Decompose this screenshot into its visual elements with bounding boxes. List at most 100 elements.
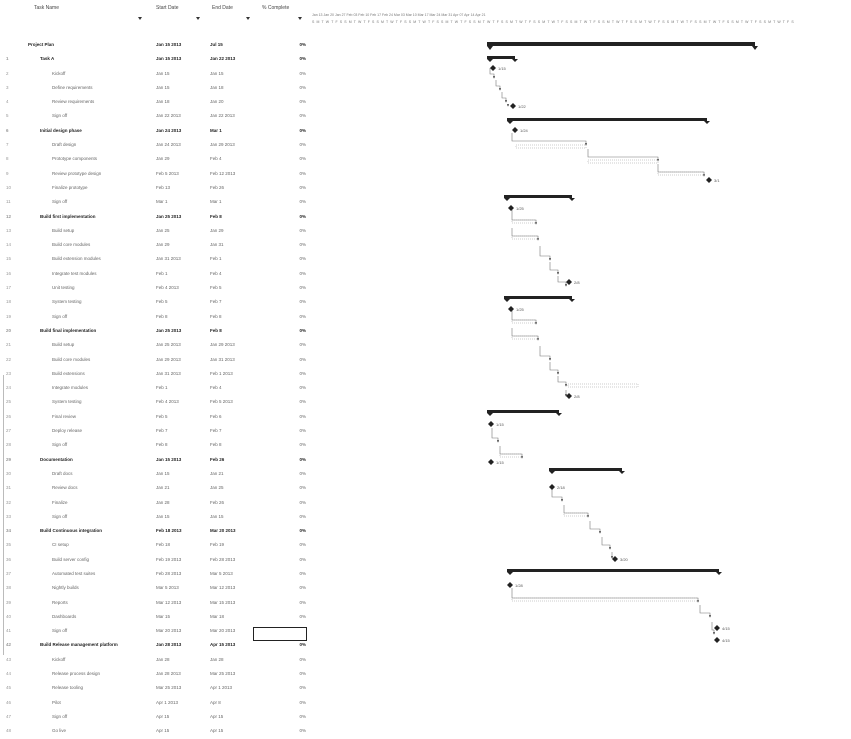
- summary-bar[interactable]: [504, 195, 575, 201]
- end-date-cell: Feb 19: [210, 542, 225, 548]
- task-bar[interactable]: [511, 597, 699, 602]
- table-row[interactable]: 27 Deploy release Feb 7 Feb 7 0%: [0, 424, 310, 438]
- summary-bar[interactable]: [487, 56, 518, 62]
- milestone[interactable]: [507, 582, 513, 588]
- row-number: 47: [6, 713, 12, 719]
- task-bar[interactable]: [511, 319, 537, 324]
- milestone[interactable]: [714, 625, 720, 631]
- table-row[interactable]: 34 Build Continuous integration Feb 18 201…: [0, 524, 310, 538]
- table-row[interactable]: 16 Integrate test modules Feb 1 Feb 4 0%: [0, 267, 310, 281]
- task-bar[interactable]: [657, 171, 705, 176]
- table-row[interactable]: 8 Prototype components Jan 29 Feb 4 0%: [0, 152, 310, 166]
- table-row[interactable]: 46 Pilot Apr 1 2013 Apr 8 0%: [0, 696, 310, 710]
- chevron-down-icon[interactable]: [298, 17, 302, 20]
- summary-bar[interactable]: [507, 569, 722, 575]
- table-row[interactable]: 42 Build Release management platform Jan 2…: [0, 638, 310, 652]
- chevron-down-icon[interactable]: [196, 17, 200, 20]
- milestone[interactable]: [566, 393, 572, 399]
- task-bar[interactable]: [563, 512, 589, 517]
- table-row[interactable]: 4 Review requirements Jan 18 Jan 20 0%: [0, 95, 310, 109]
- table-row[interactable]: 37 Automated test suites Feb 28 2013 Mar 5 …: [0, 567, 310, 581]
- column-header-end[interactable]: End Date: [212, 5, 233, 11]
- column-header-name[interactable]: Task Name: [34, 5, 60, 11]
- table-row[interactable]: 26 Final review Feb 5 Feb 6 0%: [0, 410, 310, 424]
- table-row[interactable]: 30 Draft docs Jan 15 Jan 21 0%: [0, 467, 310, 481]
- milestone[interactable]: [488, 459, 494, 465]
- task-bar[interactable]: [511, 219, 537, 224]
- summary-bar[interactable]: [549, 468, 625, 474]
- summary-bar[interactable]: [487, 410, 562, 416]
- table-row[interactable]: 44 Release process design Jan 28 2013 Mar 2…: [0, 667, 310, 681]
- table-row[interactable]: 6 Initial design phase Jan 24 2013 Mar 1 0%: [0, 124, 310, 138]
- milestone-label: 1/15: [496, 422, 505, 427]
- task-name-cell: CI setup: [52, 542, 69, 548]
- table-row[interactable]: Project Plan Jan 15 2013 Jul 15 0%: [0, 38, 310, 52]
- table-row[interactable]: 28 Sign off Feb 8 Feb 8 0%: [0, 438, 310, 452]
- table-row[interactable]: 36 Build server config Feb 19 2013 Feb 28 2…: [0, 553, 310, 567]
- table-row[interactable]: 21 Build setup Jan 25 2013 Jan 29 2013 0%: [0, 338, 310, 352]
- task-bar[interactable]: [515, 144, 587, 149]
- start-date-cell: Jan 15: [156, 84, 170, 90]
- summary-bar[interactable]: [504, 296, 575, 302]
- chevron-down-icon[interactable]: [246, 17, 250, 20]
- table-row[interactable]: 11 Sign off Mar 1 Mar 1 0%: [0, 195, 310, 209]
- table-row[interactable]: 20 Build final implementation Jan 25 2013 F…: [0, 324, 310, 338]
- table-row[interactable]: 12 Build first implementation Jan 25 2013 F…: [0, 210, 310, 224]
- task-bar[interactable]: [499, 453, 523, 458]
- table-row[interactable]: 13 Build setup Jan 25 Jan 29 0%: [0, 224, 310, 238]
- table-row[interactable]: 45 Release tooling Mar 25 2013 Apr 1 2013 0%: [0, 681, 310, 695]
- milestone[interactable]: [549, 484, 555, 490]
- table-row[interactable]: 23 Build extensions Jan 31 2013 Feb 1 2013 0…: [0, 367, 310, 381]
- milestone[interactable]: [706, 177, 712, 183]
- table-row[interactable]: 47 Sign off Apr 15 Apr 15 0%: [0, 710, 310, 724]
- table-row[interactable]: 5 Sign off Jan 22 2013 Jan 22 2013 0%: [0, 109, 310, 123]
- table-row[interactable]: 40 Dashboards Mar 15 Mar 18 0%: [0, 610, 310, 624]
- table-row[interactable]: 29 Documentation Jan 15 2013 Feb 26 0%: [0, 453, 310, 467]
- table-row[interactable]: 22 Build core modules Jan 29 2013 Jan 31 20…: [0, 353, 310, 367]
- table-row[interactable]: 2 Kickoff Jan 15 Jan 15 0%: [0, 67, 310, 81]
- milestone[interactable]: [566, 279, 572, 285]
- table-row[interactable]: 7 Draft design Jan 24 2013 Jan 29 2013 0%: [0, 138, 310, 152]
- chevron-down-icon[interactable]: [138, 17, 142, 20]
- table-row[interactable]: 19 Sign off Feb 8 Feb 8 0%: [0, 310, 310, 324]
- milestone[interactable]: [508, 306, 514, 312]
- milestone[interactable]: [714, 637, 720, 643]
- table-row[interactable]: 18 System testing Feb 5 Feb 7 0%: [0, 295, 310, 309]
- table-row[interactable]: 39 Reports Mar 12 2013 Mar 15 2013 0%: [0, 596, 310, 610]
- milestone[interactable]: [508, 205, 514, 211]
- table-row[interactable]: 31 Review docs Jan 21 Jan 25 0%: [0, 481, 310, 495]
- table-row[interactable]: 24 Integrate modules Feb 1 Feb 4 0%: [0, 381, 310, 395]
- milestone[interactable]: [512, 127, 518, 133]
- milestone[interactable]: [488, 421, 494, 427]
- table-row[interactable]: 17 Unit testing Feb 4 2013 Feb 5 0%: [0, 281, 310, 295]
- table-row[interactable]: 3 Define requirements Jan 15 Jan 18 0%: [0, 81, 310, 95]
- task-bar[interactable]: [567, 383, 639, 388]
- start-date-cell: Jan 28: [156, 656, 170, 662]
- table-row[interactable]: 38 Nightly builds Mar 5 2013 Mar 12 2013 0%: [0, 581, 310, 595]
- summary-bar[interactable]: [487, 42, 758, 50]
- task-bar[interactable]: [511, 235, 539, 240]
- selected-cell[interactable]: [253, 627, 307, 641]
- table-row[interactable]: 32 Finalize Jan 28 Feb 26 0%: [0, 496, 310, 510]
- table-row[interactable]: 48 Go live Apr 15 Apr 15 0%: [0, 724, 310, 738]
- task-name-cell: Initial design phase: [40, 127, 82, 133]
- table-row[interactable]: 25 System testing Feb 4 2013 Feb 5 2013 0%: [0, 395, 310, 409]
- table-row[interactable]: 10 Finalize prototype Feb 13 Feb 26 0%: [0, 181, 310, 195]
- complete-cell: 0%: [299, 127, 306, 133]
- milestone[interactable]: [510, 103, 516, 109]
- column-header-start[interactable]: Start Date: [156, 5, 179, 11]
- table-row[interactable]: 43 Kickoff Jan 28 Jan 28 0%: [0, 653, 310, 667]
- milestones: [488, 65, 720, 643]
- table-row[interactable]: 15 Build extension modules Jan 31 2013 Feb …: [0, 252, 310, 266]
- table-row[interactable]: 9 Review prototype design Feb 5 2013 Feb 12…: [0, 167, 310, 181]
- milestone[interactable]: [612, 556, 618, 562]
- summary-bar[interactable]: [507, 118, 710, 124]
- milestone[interactable]: [490, 65, 496, 71]
- task-bar[interactable]: [587, 159, 659, 164]
- table-row[interactable]: 14 Build core modules Jan 29 Jan 31 0%: [0, 238, 310, 252]
- table-row[interactable]: 1 Task A Jan 15 2013 Jan 22 2013 0%: [0, 52, 310, 66]
- table-row[interactable]: 35 CI setup Feb 18 Feb 19 0%: [0, 538, 310, 552]
- column-header-complete[interactable]: % Complete: [262, 5, 290, 11]
- table-row[interactable]: 33 Sign off Jan 15 Jan 15 0%: [0, 510, 310, 524]
- task-bar[interactable]: [511, 335, 539, 340]
